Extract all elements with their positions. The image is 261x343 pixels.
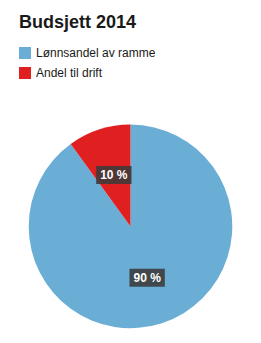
svg-text:Budsjett 2014: Budsjett 2014 (19, 12, 136, 32)
svg-text:Lønnsandel av ramme: Lønnsandel av ramme (36, 46, 156, 60)
svg-text:Andel til drift: Andel til drift (36, 66, 103, 80)
svg-text:10 %: 10 % (100, 168, 128, 182)
svg-text:90 %: 90 % (133, 271, 161, 285)
